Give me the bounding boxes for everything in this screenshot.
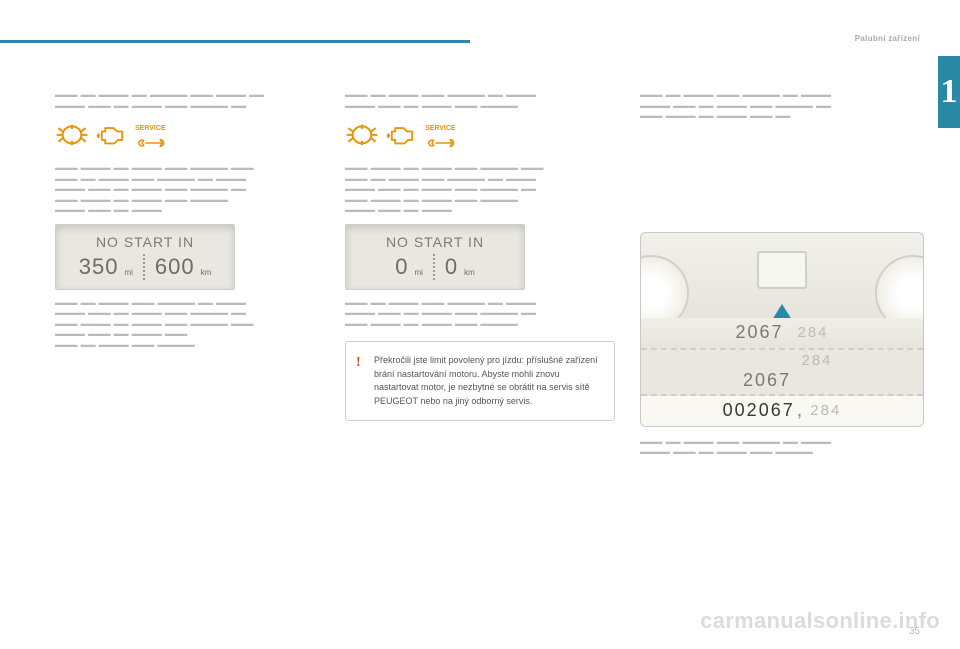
- lcd1-right-val: 600: [155, 254, 195, 280]
- lcd2-divider: [433, 254, 435, 280]
- column-3: ▬▬▬ ▬▬ ▬▬▬▬ ▬▬▬ ▬▬▬▬▬ ▬▬ ▬▬▬▬▬▬▬▬ ▬▬▬ ▬▬…: [640, 90, 920, 458]
- dashboard-cluster: [640, 232, 924, 318]
- warning-text: Překročili jste limit povolený pro jízdu…: [374, 355, 598, 406]
- greek-text: ▬▬▬ ▬▬ ▬▬▬▬ ▬▬▬ ▬▬▬▬▬ ▬▬ ▬▬▬▬▬▬▬▬ ▬▬▬ ▬▬…: [345, 298, 625, 330]
- wrench-icon: [135, 138, 169, 148]
- lcd1-title: NO START IN: [96, 234, 194, 250]
- service-label: SERVICE: [135, 125, 166, 132]
- dashboard-figure: 2067 284 284 2067 002067 , 284: [640, 232, 924, 427]
- readout-row-1: 2067 284: [641, 318, 923, 348]
- page-number: 35: [909, 626, 920, 637]
- lcd-display-2: NO START IN 0 mi 0 km: [345, 224, 525, 290]
- column-1: ▬▬▬ ▬▬ ▬▬▬▬ ▬▬ ▬▬▬▬▬ ▬▬▬ ▬▬▬▬ ▬▬▬▬▬▬ ▬▬▬…: [55, 90, 335, 350]
- lcd1-divider: [143, 254, 145, 280]
- engine-icon: [385, 123, 419, 147]
- pointer-arrow: [772, 304, 792, 318]
- engine-icon: [95, 123, 129, 147]
- column-2: ▬▬▬ ▬▬ ▬▬▬▬ ▬▬▬ ▬▬▬▬▬ ▬▬ ▬▬▬▬▬▬▬▬ ▬▬▬ ▬▬…: [345, 90, 625, 421]
- wrench-icon: [425, 138, 459, 148]
- warning-icon-row: SERVICE: [55, 117, 335, 153]
- lcd1-right-unit: km: [201, 268, 212, 277]
- service-label: SERVICE: [425, 125, 456, 132]
- lcd2-right-val: 0: [445, 254, 458, 280]
- pressure-icon: [55, 123, 89, 147]
- row3-aux: 284: [810, 402, 841, 419]
- readout-row-2: 284 2067: [641, 348, 923, 396]
- greek-text: ▬▬▬ ▬▬▬▬ ▬▬ ▬▬▬▬ ▬▬▬ ▬▬▬▬▬ ▬▬▬▬▬▬ ▬▬ ▬▬▬…: [55, 163, 335, 216]
- greek-text: ▬▬▬ ▬▬ ▬▬▬▬ ▬▬▬ ▬▬▬▬▬ ▬▬ ▬▬▬▬▬▬▬▬ ▬▬▬ ▬▬…: [345, 90, 625, 111]
- lcd-display-1: NO START IN 350 mi 600 km: [55, 224, 235, 290]
- service-label-group: SERVICE: [425, 117, 459, 153]
- lcd2-left-unit: mi: [414, 268, 422, 277]
- row3-sep: ,: [797, 399, 805, 422]
- warning-icon-row: SERVICE: [345, 117, 625, 153]
- dashboard-readouts: 2067 284 284 2067 002067 , 284: [640, 318, 924, 427]
- row2-aux: 284: [801, 352, 832, 369]
- lcd1-left-val: 350: [79, 254, 119, 280]
- greek-text: ▬▬▬ ▬▬▬▬ ▬▬ ▬▬▬▬ ▬▬▬ ▬▬▬▬▬ ▬▬▬▬▬▬ ▬▬ ▬▬▬…: [345, 163, 625, 216]
- gauge-left: [640, 255, 689, 318]
- watermark: carmanualsonline.info: [700, 608, 940, 634]
- service-label-group: SERVICE: [135, 117, 169, 153]
- greek-text: ▬▬▬ ▬▬ ▬▬▬▬ ▬▬▬ ▬▬▬▬▬ ▬▬ ▬▬▬▬▬▬▬▬ ▬▬▬ ▬▬…: [640, 437, 920, 458]
- greek-text: ▬▬▬ ▬▬ ▬▬▬▬ ▬▬▬ ▬▬▬▬▬ ▬▬ ▬▬▬▬▬▬▬▬ ▬▬▬ ▬▬…: [640, 90, 920, 122]
- greek-text: ▬▬▬ ▬▬ ▬▬▬▬ ▬▬▬ ▬▬▬▬▬ ▬▬ ▬▬▬▬▬▬▬▬ ▬▬▬ ▬▬…: [55, 298, 335, 351]
- warning-icon: !: [356, 352, 361, 373]
- greek-text: ▬▬▬ ▬▬ ▬▬▬▬ ▬▬ ▬▬▬▬▬ ▬▬▬ ▬▬▬▬ ▬▬▬▬▬▬ ▬▬▬…: [55, 90, 335, 111]
- gauge-right: [875, 255, 924, 318]
- row3-main: 002067: [723, 400, 795, 421]
- row1-aux: 284: [798, 324, 829, 341]
- lcd2-title: NO START IN: [386, 234, 484, 250]
- row2-main: 2067: [743, 370, 791, 391]
- lcd2-right-unit: km: [464, 268, 475, 277]
- warning-box: ! Překročili jste limit povolený pro jíz…: [345, 341, 615, 421]
- lcd1-left-unit: mi: [124, 268, 132, 277]
- page-tab-number: 1: [941, 73, 958, 111]
- pressure-icon: [345, 123, 379, 147]
- readout-row-3: 002067 , 284: [641, 396, 923, 426]
- cluster-screen: [757, 251, 807, 289]
- section-title: Palubní zařízení: [855, 34, 920, 43]
- header-accent-bar: [0, 40, 470, 43]
- page-tab: 1: [938, 56, 960, 128]
- lcd2-left-val: 0: [395, 254, 408, 280]
- row1-main: 2067: [735, 322, 783, 343]
